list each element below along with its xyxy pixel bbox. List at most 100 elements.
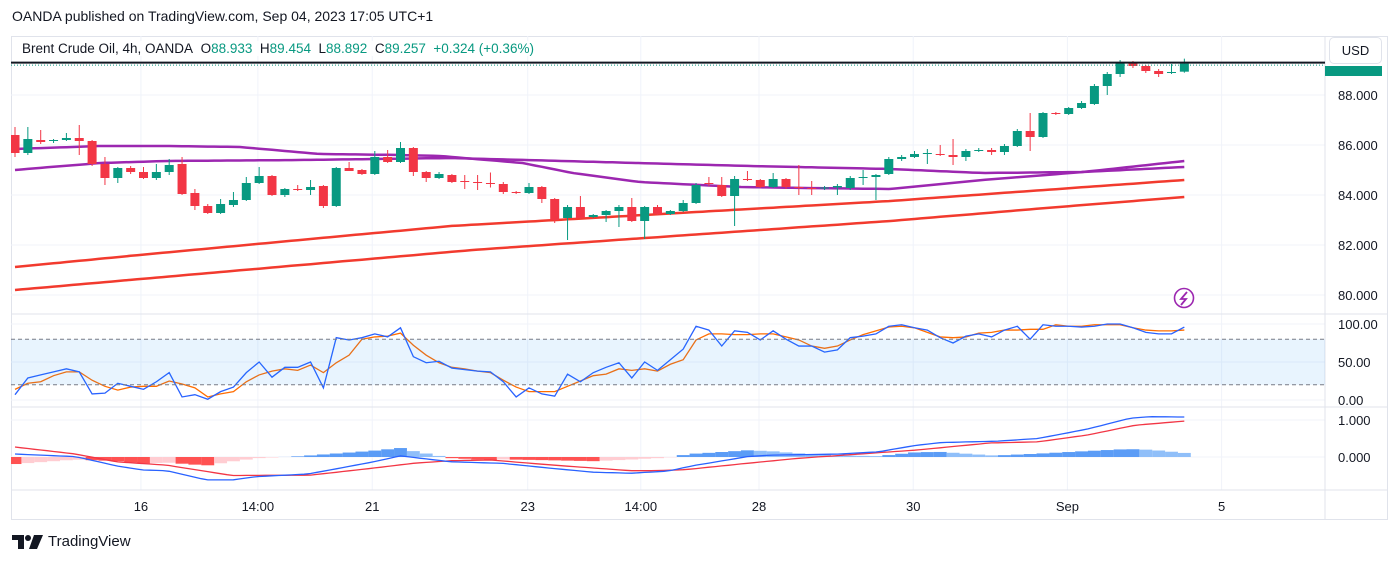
legend-low: 88.892	[326, 41, 368, 56]
candle-body	[87, 141, 97, 164]
candle	[228, 192, 238, 207]
candle-body	[1115, 62, 1125, 74]
candle	[871, 174, 881, 200]
macd-histogram-bar	[741, 450, 754, 457]
legend-high-label: H	[259, 41, 270, 56]
candle	[254, 167, 264, 184]
moving-average-line-3	[14, 178, 1185, 269]
candle-body	[884, 159, 894, 174]
candle	[460, 175, 470, 189]
candle-body	[1051, 113, 1061, 114]
last-price-tag	[1325, 66, 1382, 76]
stoch-axis-label: 50.00	[1338, 355, 1371, 370]
macd-histogram-bar	[1010, 454, 1024, 457]
macd-histogram-bar	[586, 457, 600, 462]
candle-body	[61, 138, 71, 140]
macd-histogram-bar	[85, 457, 99, 461]
macd-histogram-bar	[329, 453, 343, 457]
candle	[1064, 107, 1074, 115]
lightning-icon[interactable]	[1173, 287, 1195, 309]
candle-body	[871, 175, 881, 177]
macd-histogram-bar	[1113, 449, 1127, 457]
candle-body	[1128, 62, 1138, 66]
candle	[1077, 101, 1087, 109]
candle-body	[126, 168, 136, 172]
candle	[293, 185, 303, 191]
stoch-axis-label: 100.00	[1338, 317, 1378, 332]
candle-body	[653, 207, 662, 214]
candle	[691, 183, 701, 204]
candle	[383, 150, 393, 163]
macd-histogram-bar	[1049, 452, 1063, 457]
time-axis-label: 21	[365, 499, 379, 514]
candle	[653, 205, 662, 215]
candle-body	[550, 199, 560, 220]
candle	[126, 166, 136, 174]
candle-body	[781, 179, 791, 187]
candle	[306, 180, 316, 195]
macd-histogram-bar	[496, 457, 510, 460]
macd-histogram-bar	[959, 453, 973, 457]
candle	[820, 186, 830, 190]
macd-histogram-bar	[715, 452, 729, 457]
candle	[884, 157, 894, 175]
tradingview-logo[interactable]: TradingView	[12, 533, 131, 550]
legend-open-label: O	[200, 41, 212, 56]
macd-histogram-bar	[239, 457, 253, 460]
candle	[485, 172, 495, 188]
candle-body	[228, 200, 238, 205]
macd-histogram-bar	[368, 450, 382, 457]
candle	[113, 167, 123, 183]
macd-histogram-bar	[882, 455, 896, 457]
legend-change: +0.324 (+0.36%)	[433, 41, 534, 56]
candle	[948, 139, 958, 165]
candle-body	[640, 207, 650, 221]
candle	[704, 177, 714, 186]
macd-histogram-bar	[522, 457, 536, 460]
candle-body	[948, 155, 958, 157]
macd-histogram-bar	[265, 457, 279, 458]
macd-histogram-bar	[1100, 450, 1114, 457]
macd-histogram-bar	[972, 454, 986, 457]
candle	[794, 165, 804, 195]
candle-body	[1025, 131, 1035, 137]
candle	[511, 191, 521, 194]
candle-body	[961, 151, 971, 157]
moving-average-line-2	[14, 156, 1185, 175]
candle-body	[139, 172, 148, 178]
legend-symbol[interactable]: Brent Crude Oil, 4h, OANDA	[22, 41, 194, 56]
macd-histogram-bar	[394, 448, 407, 457]
candle-body	[1038, 113, 1048, 137]
candle-body	[357, 170, 367, 174]
candle-body	[678, 203, 688, 211]
macd-histogram-bar	[124, 457, 138, 463]
candle	[87, 140, 97, 166]
macd-histogram-bar	[998, 455, 1011, 457]
candle-body	[190, 193, 200, 206]
candle	[1141, 65, 1151, 73]
macd-histogram-bar	[1126, 449, 1140, 457]
candle	[498, 182, 508, 194]
candle	[1012, 129, 1022, 147]
candle	[49, 139, 59, 143]
candle-body	[1102, 74, 1112, 86]
macd-histogram-bar	[933, 451, 947, 457]
candle-body	[318, 186, 328, 206]
macd-histogram-bar	[34, 457, 48, 463]
macd-histogram-bar	[805, 454, 819, 457]
candle-body	[922, 153, 932, 154]
macd-histogram-bar	[342, 452, 356, 457]
stoch-d-line	[14, 324, 1185, 398]
currency-button[interactable]: USD	[1329, 37, 1382, 64]
candle-body	[49, 140, 59, 141]
macd-histogram-bar	[856, 455, 870, 457]
tradingview-logo-icon	[12, 534, 43, 549]
time-axis-label: 14:00	[625, 499, 658, 514]
candle	[550, 198, 560, 223]
candle-body	[730, 179, 740, 196]
stoch-axis-label: 0.00	[1338, 393, 1363, 408]
macd-histogram-bar	[843, 455, 857, 457]
candle-body	[293, 189, 303, 190]
macd-histogram-bar	[445, 457, 459, 459]
